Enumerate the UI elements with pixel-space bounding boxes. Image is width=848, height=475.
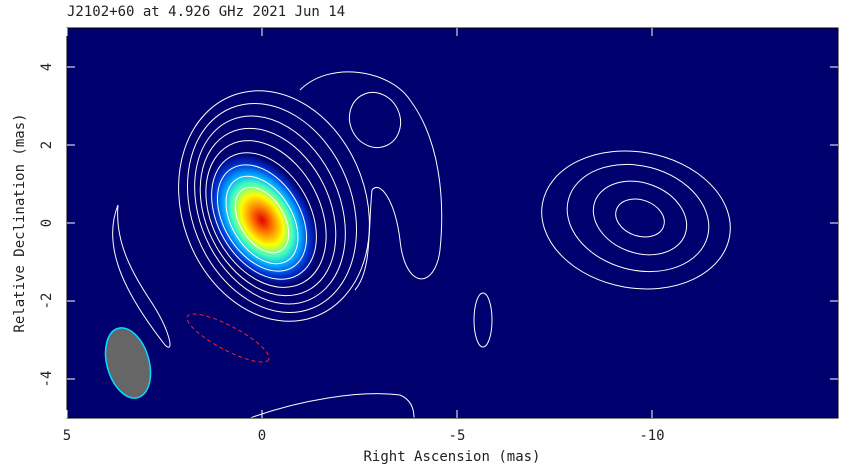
y-tick-label: 2	[39, 141, 55, 149]
y-tick-label: -2	[39, 293, 55, 310]
x-tick-label: -5	[449, 428, 466, 444]
negative-contour	[186, 313, 270, 363]
beam	[104, 327, 152, 399]
y-tick-label: 0	[39, 219, 55, 227]
chart-title: J2102+60 at 4.926 GHz 2021 Jun 14	[67, 4, 345, 20]
y-axis-label: Relative Declination (mas)	[12, 113, 28, 332]
y-tick-label: -4	[39, 371, 55, 388]
plot-area	[67, 28, 838, 418]
contours	[112, 71, 731, 418]
x-tick-label: 0	[258, 428, 266, 444]
x-tick-label: -10	[639, 428, 664, 444]
x-axis-label: Right Ascension (mas)	[363, 449, 540, 465]
x-tick-label: 5	[63, 428, 71, 444]
image-content	[104, 71, 731, 418]
y-tick-label: 4	[39, 63, 55, 71]
